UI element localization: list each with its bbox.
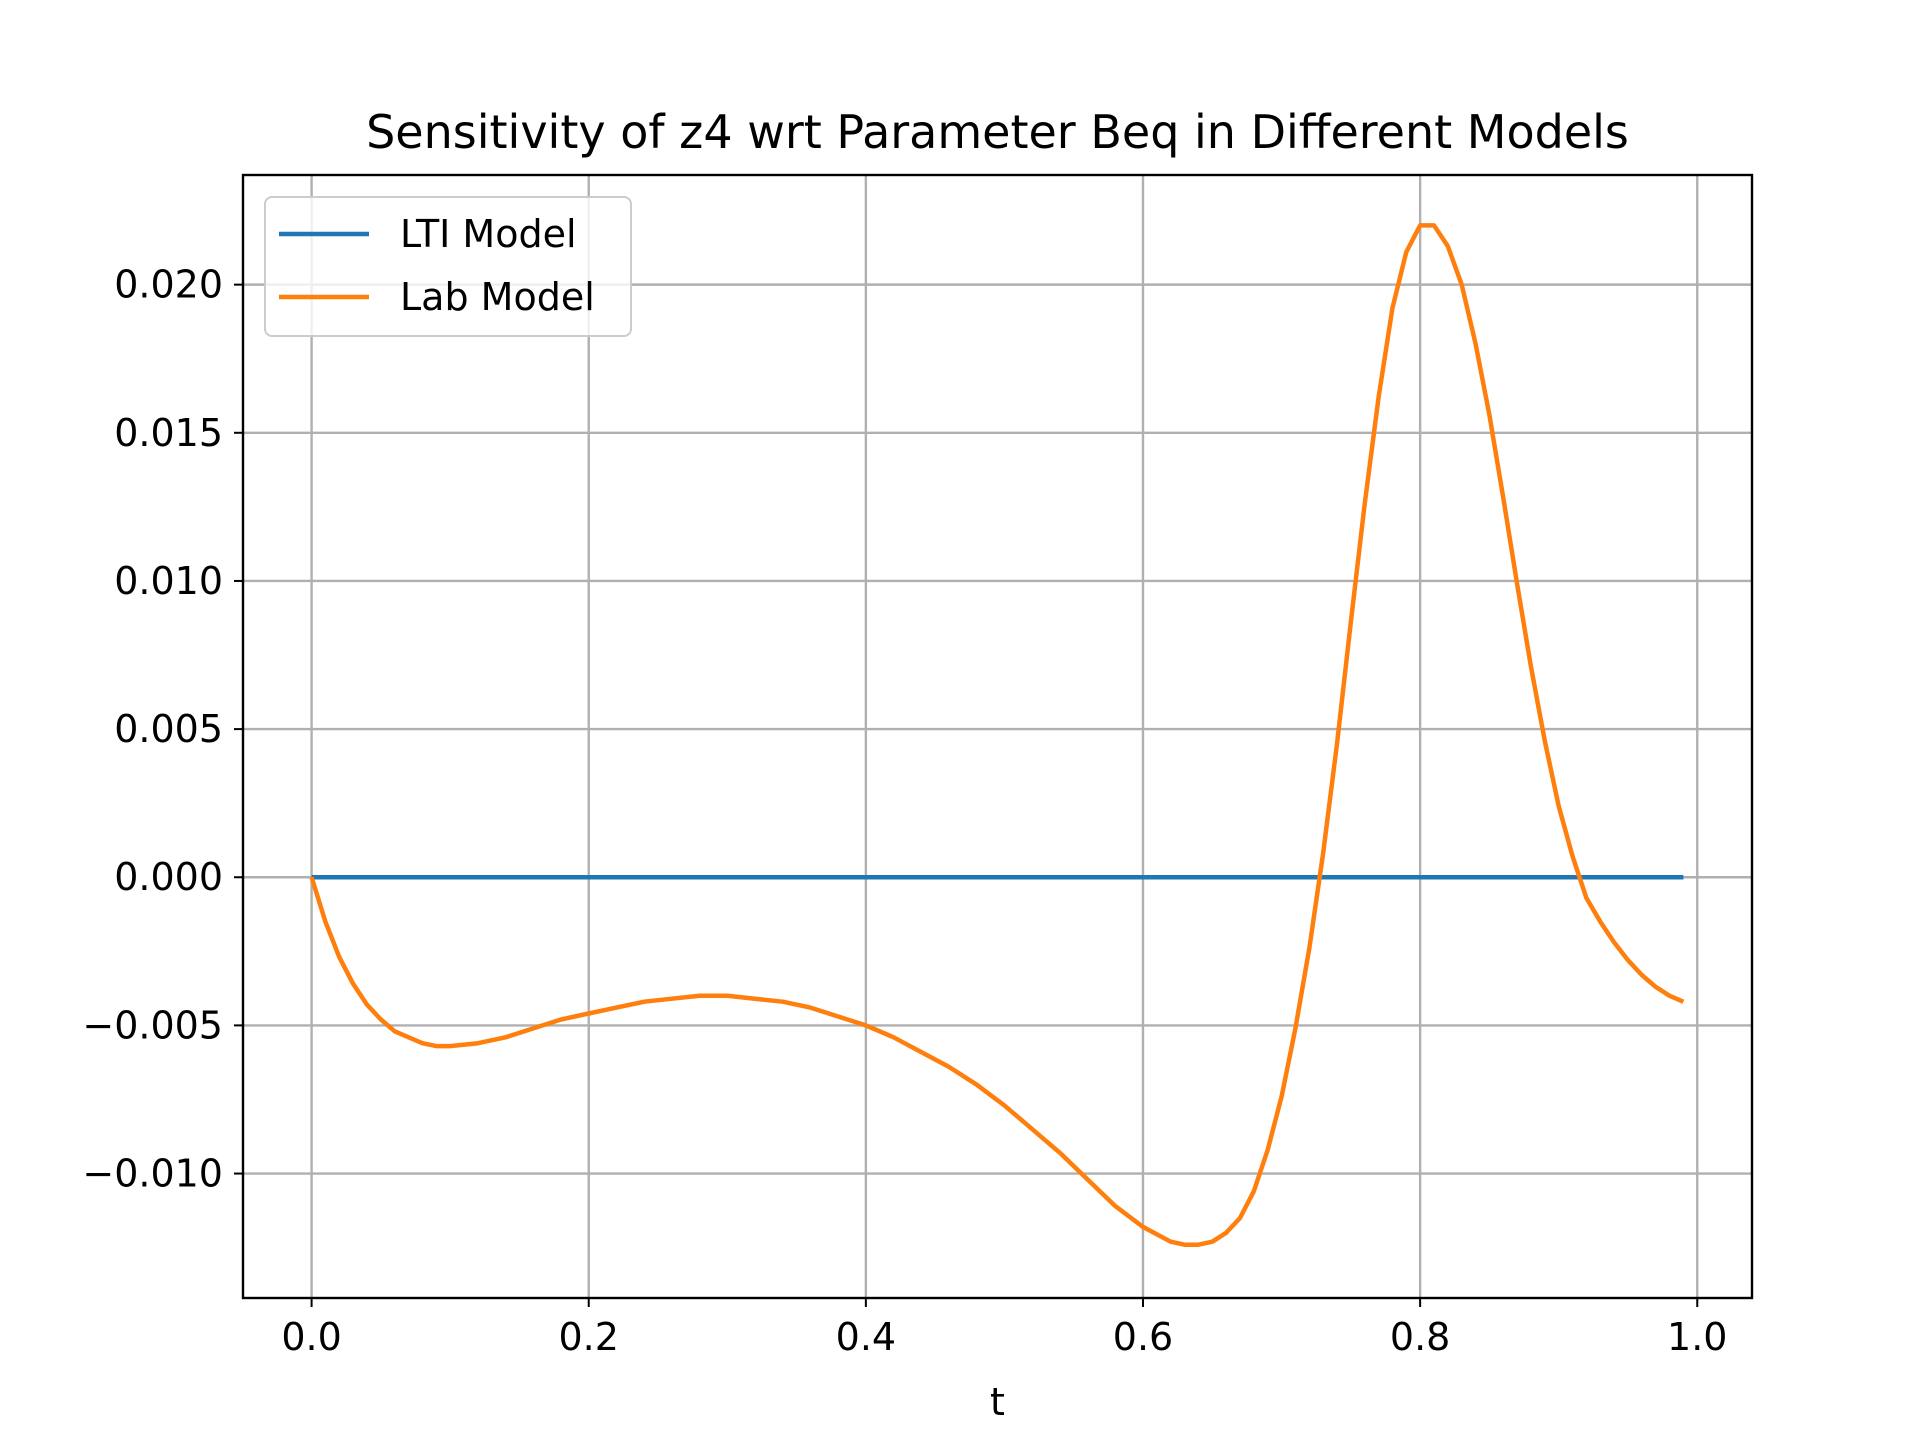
y-tick-label: 0.010	[114, 559, 223, 603]
y-tick-label: 0.000	[114, 855, 223, 899]
x-tick-label: 1.0	[1667, 1315, 1727, 1359]
series-line-lab-model	[309, 223, 1685, 1247]
x-tick-label: 0.0	[281, 1315, 341, 1359]
y-tick-label: 0.020	[114, 263, 223, 307]
x-tick-label: 0.6	[1113, 1315, 1173, 1359]
legend-label: Lab Model	[400, 275, 595, 319]
y-tick-label: −0.005	[82, 1003, 223, 1047]
legend-label: LTI Model	[400, 212, 577, 256]
y-tick-label: 0.015	[114, 411, 223, 455]
y-tick-label: −0.010	[82, 1152, 223, 1196]
plot-frame	[241, 173, 1754, 1300]
chart-title: Sensitivity of z4 wrt Parameter Beq in D…	[366, 105, 1629, 159]
x-tick-label: 0.2	[559, 1315, 619, 1359]
series-layer	[309, 223, 1685, 1247]
grid-layer	[243, 175, 1752, 1298]
x-tick-label: 0.8	[1390, 1315, 1450, 1359]
legend: LTI Model Lab Model	[264, 196, 632, 337]
x-tick-label: 0.4	[836, 1315, 896, 1359]
x-axis-label: t	[990, 1380, 1005, 1424]
y-tick-label: 0.005	[114, 707, 223, 751]
tick-layer: 0.0 0.2 0.4 0.6 0.8 1.0 −0.010 −0.005 0.000 0.005…	[82, 263, 1727, 1359]
